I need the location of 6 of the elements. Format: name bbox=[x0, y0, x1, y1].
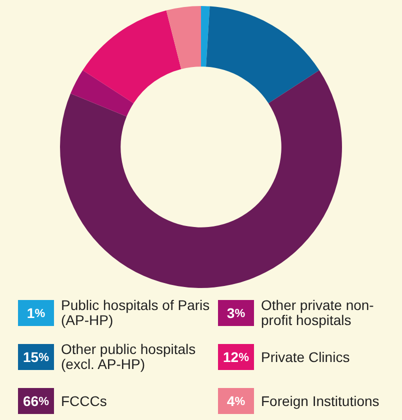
legend-label: FCCCs bbox=[61, 392, 108, 408]
legend-label: Other public hospitals (excl. AP-HP) bbox=[61, 341, 197, 372]
legend-label: Other private non-profit hospitals bbox=[261, 297, 375, 328]
legend-label: Private Clinics bbox=[261, 348, 351, 364]
legend-label: Foreign Institutions bbox=[261, 392, 380, 408]
legend-label: Public hospitals of Paris (AP-HP) bbox=[61, 297, 211, 328]
